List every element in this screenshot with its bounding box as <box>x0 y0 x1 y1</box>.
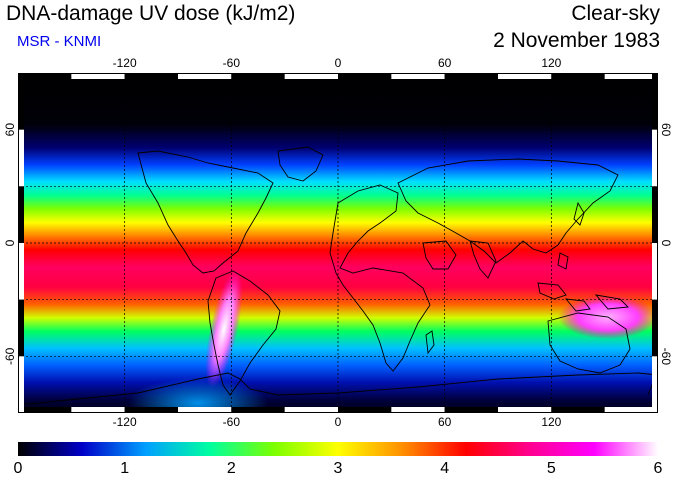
frame-border-segment <box>652 186 658 243</box>
colorbar-tick-label: 2 <box>226 460 236 477</box>
frame-border-segment <box>178 407 232 413</box>
frame-outline <box>18 73 658 413</box>
frame-border-segment <box>338 73 392 79</box>
frame-border-segment <box>444 407 498 413</box>
frame-border-segment <box>231 407 285 413</box>
frame-border-segment <box>604 73 658 79</box>
frame-border-segment <box>498 407 552 413</box>
frame-border-segment <box>498 73 552 79</box>
lat-left-label: -60 <box>3 347 17 365</box>
colorbar <box>18 442 658 456</box>
frame-border-segment <box>652 129 658 187</box>
frame-border-segment <box>231 73 285 79</box>
frame-border-segment <box>444 73 498 79</box>
colorbar-tick-label: 1 <box>120 460 130 477</box>
colorbar-tick-label: 3 <box>333 460 343 477</box>
frame-border-segment <box>391 73 445 79</box>
frame-border-segment <box>604 407 658 413</box>
frame-border-segment <box>18 356 24 413</box>
colorbar-gradient <box>18 442 658 456</box>
frame-border-segment <box>71 407 125 413</box>
colorbar-tick-label: 5 <box>546 460 556 477</box>
andes-high-dose <box>205 270 243 388</box>
frame-border-segment <box>18 243 24 300</box>
graticule <box>18 73 658 413</box>
frame-border-segment <box>652 356 658 413</box>
frame-border-segment <box>338 407 392 413</box>
frame-border-segment <box>391 407 445 413</box>
frame-border-segment <box>178 73 232 79</box>
lat-right-label: 0 <box>659 240 673 247</box>
frame-border-segment <box>18 186 24 243</box>
frame-border-segment <box>18 129 24 187</box>
frame-border-segment <box>652 243 658 300</box>
frame-border-segment <box>551 407 605 413</box>
lon-top-label: 0 <box>335 56 342 70</box>
lat-right-label: -60 <box>659 348 673 366</box>
frame-border-segment <box>652 73 658 130</box>
frame-border-segment <box>284 73 338 79</box>
sky-condition-label: Clear-sky <box>571 2 660 25</box>
frame-border-segment <box>18 407 72 413</box>
lon-bottom-label: 120 <box>541 415 561 429</box>
lon-bottom-label: 60 <box>438 415 452 429</box>
date-label: 2 November 1983 <box>493 29 660 52</box>
colorbar-tick-label: 6 <box>653 460 663 477</box>
frame-border <box>18 73 658 413</box>
frame-border-segment <box>652 299 658 357</box>
lon-bottom-label: -120 <box>113 415 137 429</box>
lat-left-label: 0 <box>3 239 17 246</box>
frame-border-segment <box>124 73 178 79</box>
source-label: MSR - KNMI <box>17 33 102 50</box>
frame-border-segment <box>18 73 72 79</box>
lon-top-label: -60 <box>223 56 241 70</box>
lat-left-label: 60 <box>3 123 17 137</box>
map-title: DNA-damage UV dose (kJ/m2) <box>6 2 296 25</box>
uv-dose-map <box>18 73 658 413</box>
frame-border-segment <box>551 73 605 79</box>
lon-top-label: 60 <box>438 56 452 70</box>
frame-border-segment <box>18 73 24 130</box>
frame-border-segment <box>284 407 338 413</box>
colorbar-tick-label: 4 <box>440 460 450 477</box>
lon-bottom-label: -60 <box>223 415 241 429</box>
frame-border-segment <box>71 73 125 79</box>
frame-border-segment <box>18 299 24 357</box>
frame-border-segment <box>124 407 178 413</box>
lon-bottom-label: 0 <box>335 415 342 429</box>
lon-top-label: 120 <box>541 56 561 70</box>
lon-top-label: -120 <box>113 56 137 70</box>
lat-right-label: 60 <box>659 123 673 137</box>
colorbar-tick-label: 0 <box>13 460 23 477</box>
